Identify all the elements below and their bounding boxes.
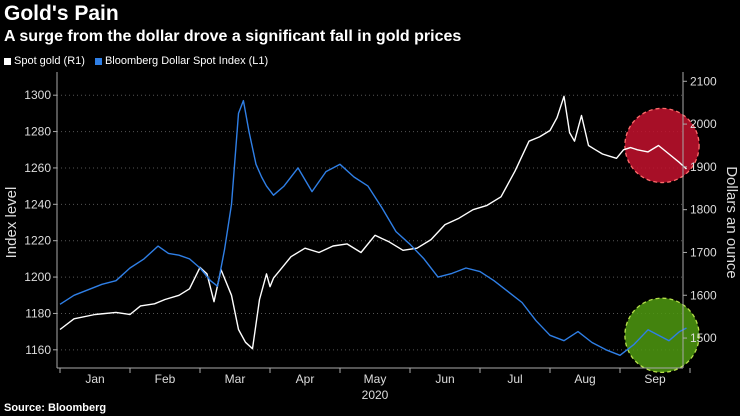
axes: 1160 1180 1200 1220 1240 1260 1280 1300 1500 1600… xyxy=(3,72,740,402)
right-tick-label: 1700 xyxy=(690,245,717,259)
x-tick-label: Apr xyxy=(296,372,315,386)
left-tick-label: 1240 xyxy=(24,197,51,211)
right-tick-label: 1800 xyxy=(690,203,717,217)
legend-item-gold: Spot gold (R1) xyxy=(4,55,85,67)
legend-swatch-gold xyxy=(4,57,11,65)
gridlines xyxy=(57,94,683,351)
annotations xyxy=(624,107,700,374)
source-note: Source: Bloomberg xyxy=(4,402,107,414)
legend-label-dollar: Bloomberg Dollar Spot Index (L1) xyxy=(104,55,269,67)
chart-title: Gold's Pain xyxy=(4,2,119,25)
x-tick-label: May xyxy=(364,372,387,386)
left-axis-title: Index level xyxy=(3,187,20,259)
chart-subtitle: A surge from the dollar drove a signific… xyxy=(4,28,462,45)
left-tick-label: 1300 xyxy=(24,88,51,102)
red-highlight-circle xyxy=(624,107,700,184)
dollar-index-line xyxy=(59,99,687,356)
left-tick-label: 1260 xyxy=(24,161,51,175)
right-axis-title: Dollars an ounce xyxy=(723,166,740,279)
x-tick-label: Jan xyxy=(85,372,104,386)
left-tick-label: 1200 xyxy=(24,270,51,284)
x-tick-label: Jul xyxy=(507,372,522,386)
legend-label-gold: Spot gold (R1) xyxy=(14,55,85,67)
green-highlight-circle xyxy=(624,297,700,374)
x-tick-label: Jun xyxy=(435,372,454,386)
legend-swatch-dollar xyxy=(94,57,102,65)
left-tick-label: 1220 xyxy=(24,234,51,248)
x-tick-label: Mar xyxy=(225,372,246,386)
x-tick-label: Sep xyxy=(644,372,666,386)
right-tick-label: 1600 xyxy=(690,288,717,302)
left-tick-label: 1180 xyxy=(25,306,51,320)
right-tick-label: 2100 xyxy=(690,74,717,88)
spot-gold-line xyxy=(59,95,687,350)
left-tick-label: 1280 xyxy=(24,125,51,139)
right-tick-label: 1900 xyxy=(690,160,717,174)
right-tick-label: 2000 xyxy=(690,117,717,131)
year-label: 2020 xyxy=(362,388,389,402)
x-tick-label: Feb xyxy=(155,372,176,386)
left-tick-label: 1160 xyxy=(25,343,51,357)
legend: Spot gold (R1) Bloomberg Dollar Spot Ind… xyxy=(4,55,268,67)
x-tick-label: Aug xyxy=(574,372,595,386)
series-lines xyxy=(59,95,687,356)
right-tick-label: 1500 xyxy=(690,331,717,345)
legend-item-dollar: Bloomberg Dollar Spot Index (L1) xyxy=(94,55,269,67)
